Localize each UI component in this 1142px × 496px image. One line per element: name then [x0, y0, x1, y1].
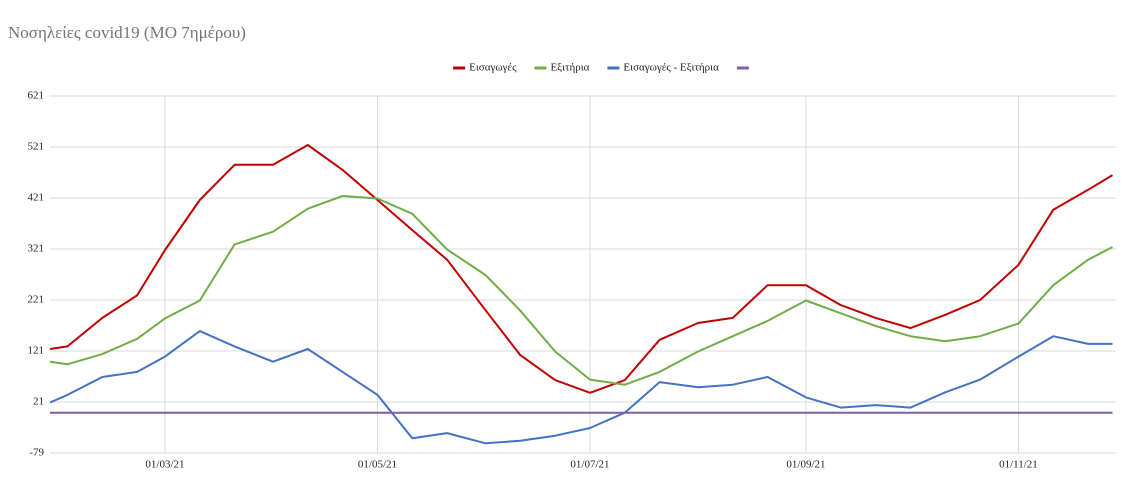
series-line	[49, 330, 1113, 445]
chart-title: Νοσηλείες covid19 (ΜΟ 7ημέρου)	[8, 23, 246, 42]
x-tick-label: 01/11/21	[999, 459, 1038, 471]
x-tick-label: 01/07/21	[570, 459, 609, 471]
series-line	[49, 195, 1113, 386]
y-tick-label: 221	[28, 294, 45, 306]
series-line	[49, 144, 1114, 394]
y-tick-label: 121	[28, 345, 45, 357]
legend-label: Εισαγωγές - Εξιτήρια	[623, 62, 719, 74]
legend-label: Εξιτήρια	[550, 62, 589, 74]
y-tick-label: 321	[28, 243, 45, 255]
x-tick-label: 01/05/21	[358, 459, 397, 471]
y-tick-label: 521	[28, 141, 45, 153]
x-tick-label: 01/03/21	[145, 459, 184, 471]
legend: Εισαγωγές Εξιτήρια Εισαγωγές - Εξιτήρια	[453, 62, 749, 74]
x-tick-label: 01/09/21	[786, 459, 825, 471]
y-tick-label: 621	[28, 90, 45, 102]
y-tick-label: 421	[28, 192, 45, 204]
legend-label: Εισαγωγές	[469, 62, 517, 74]
y-tick-label: 21	[33, 396, 44, 408]
y-tick-label: -79	[29, 447, 44, 459]
